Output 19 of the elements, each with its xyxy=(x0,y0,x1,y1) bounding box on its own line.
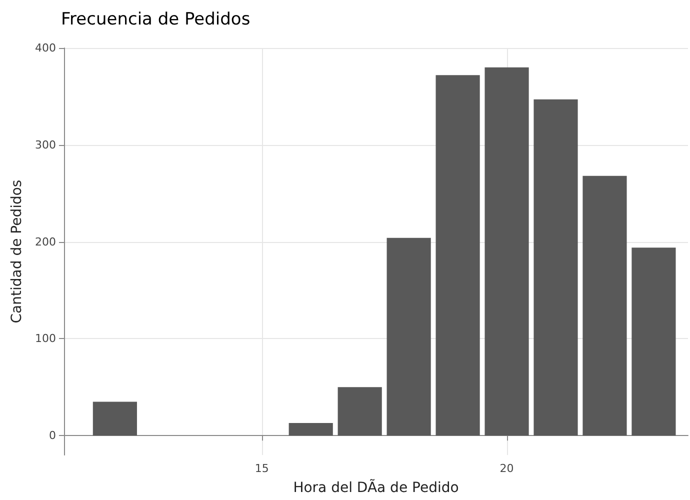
bar xyxy=(632,248,676,436)
x-tick-label: 20 xyxy=(500,462,514,475)
bar xyxy=(484,67,529,436)
y-axis-title: Cantidad de Pedidos xyxy=(9,180,25,324)
bar xyxy=(582,176,627,436)
chart-title: Frecuencia de Pedidos xyxy=(61,10,250,30)
bar xyxy=(338,387,382,436)
y-tick-label: 200 xyxy=(35,235,56,248)
bar xyxy=(534,99,578,436)
bar xyxy=(436,75,480,436)
bar xyxy=(386,238,431,436)
x-tick-label: 15 xyxy=(254,462,269,475)
bar xyxy=(92,402,137,436)
y-tick-label: 400 xyxy=(35,42,56,54)
y-tick-label: 300 xyxy=(35,138,56,152)
bar xyxy=(288,423,333,436)
x-axis-title: Hora del DÃa de Pedido xyxy=(293,479,459,496)
y-tick-label: 100 xyxy=(35,332,56,346)
y-tick-label: 0 xyxy=(49,429,56,442)
